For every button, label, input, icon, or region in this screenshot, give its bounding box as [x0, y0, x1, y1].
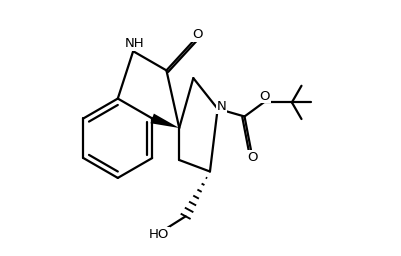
Text: NH: NH	[124, 37, 144, 50]
Text: O: O	[191, 28, 202, 41]
Text: N: N	[216, 100, 226, 113]
Polygon shape	[150, 114, 179, 128]
Text: O: O	[259, 90, 269, 102]
Text: HO: HO	[148, 228, 168, 241]
Text: O: O	[246, 151, 257, 164]
